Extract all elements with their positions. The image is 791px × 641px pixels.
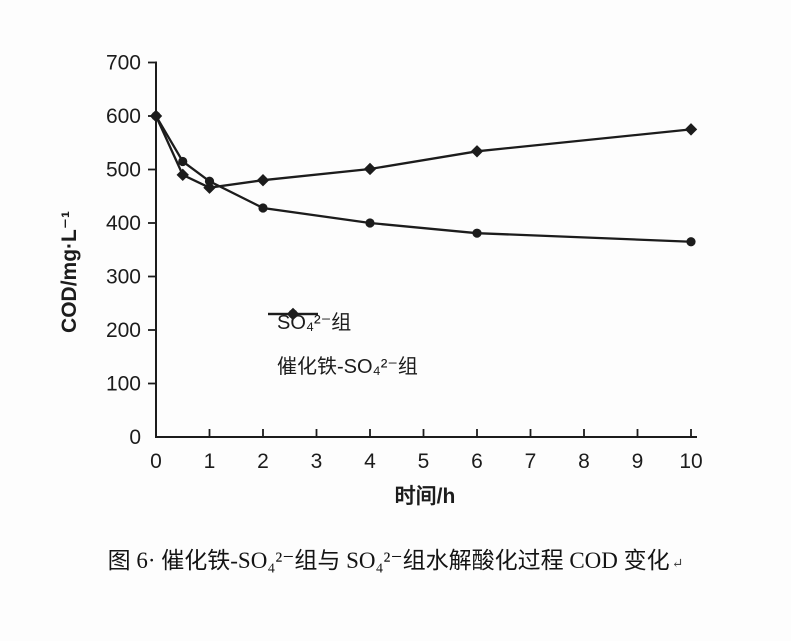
x-tick-label: 2 <box>257 450 269 473</box>
diamond-marker-icon <box>470 145 484 158</box>
diamond-marker-icon <box>176 168 189 182</box>
diamond-marker-icon <box>684 123 698 136</box>
y-tick-label: 700 <box>106 52 141 75</box>
x-tick-label: 6 <box>471 450 483 473</box>
x-tick-label: 5 <box>418 450 430 473</box>
chart-legend: SO₄²⁻组 催化铁-SO₄²⁻组 <box>268 306 418 378</box>
x-tick-label: 4 <box>364 450 376 473</box>
circle-marker-icon <box>472 228 482 238</box>
circle-marker-icon <box>204 176 215 186</box>
x-tick-label: 0 <box>150 450 162 473</box>
figure-caption: 图 6· 催化铁-SO₄²⁻组与 SO₄²⁻组水解酸化过程 COD 变化 ↵ <box>0 541 791 575</box>
diamond-marker-icon <box>256 174 270 187</box>
circle-marker-icon <box>151 111 161 121</box>
series-line-0 <box>154 115 692 189</box>
circle-marker-icon <box>258 203 268 213</box>
plot-area: 时间/h COD/mg·L⁻¹ 0 100 200 300 400 500 600 700 0 1… <box>58 52 703 509</box>
circle-marker-icon <box>686 237 696 247</box>
series-line-1 <box>155 115 692 243</box>
circle-marker-icon <box>288 309 298 319</box>
y-tick-label: 300 <box>106 266 141 289</box>
legend-entry-catalytic-iron-so4: 催化铁-SO₄²⁻组 <box>268 309 418 378</box>
x-tick-label: 9 <box>632 450 644 473</box>
circle-marker-icon <box>365 218 375 228</box>
legend-swatch <box>268 309 318 319</box>
y-tick-label: 600 <box>106 105 141 128</box>
figure-caption-text: 图 6· 催化铁-SO₄²⁻组与 SO₄²⁻组水解酸化过程 COD 变化 <box>107 548 670 573</box>
x-tick-label: 8 <box>578 450 590 473</box>
y-tick-label: 400 <box>106 212 141 235</box>
y-tick-label: 0 <box>129 426 141 449</box>
y-tick-label: 500 <box>106 159 141 182</box>
diamond-marker-icon <box>203 181 216 194</box>
x-tick-label: 1 <box>204 450 216 473</box>
cod-line-chart: 时间/h COD/mg·L⁻¹ 0 100 200 300 400 500 600 700 0 1… <box>58 52 703 509</box>
x-tick-label: 3 <box>311 450 323 473</box>
paragraph-return-mark: ↵ <box>671 557 684 572</box>
diamond-marker-icon <box>363 162 377 176</box>
x-tick-label: 7 <box>525 450 537 473</box>
y-tick-label: 100 <box>106 373 141 396</box>
circle-marker-icon <box>178 156 188 167</box>
x-tick-label: 10 <box>679 450 702 473</box>
y-axis-label: COD/mg·L⁻¹ <box>58 211 81 333</box>
legend-label-catalytic-iron-so4: 催化铁-SO₄²⁻组 <box>277 355 418 378</box>
y-tick-label: 200 <box>106 319 141 342</box>
x-axis-label: 时间/h <box>395 485 456 508</box>
